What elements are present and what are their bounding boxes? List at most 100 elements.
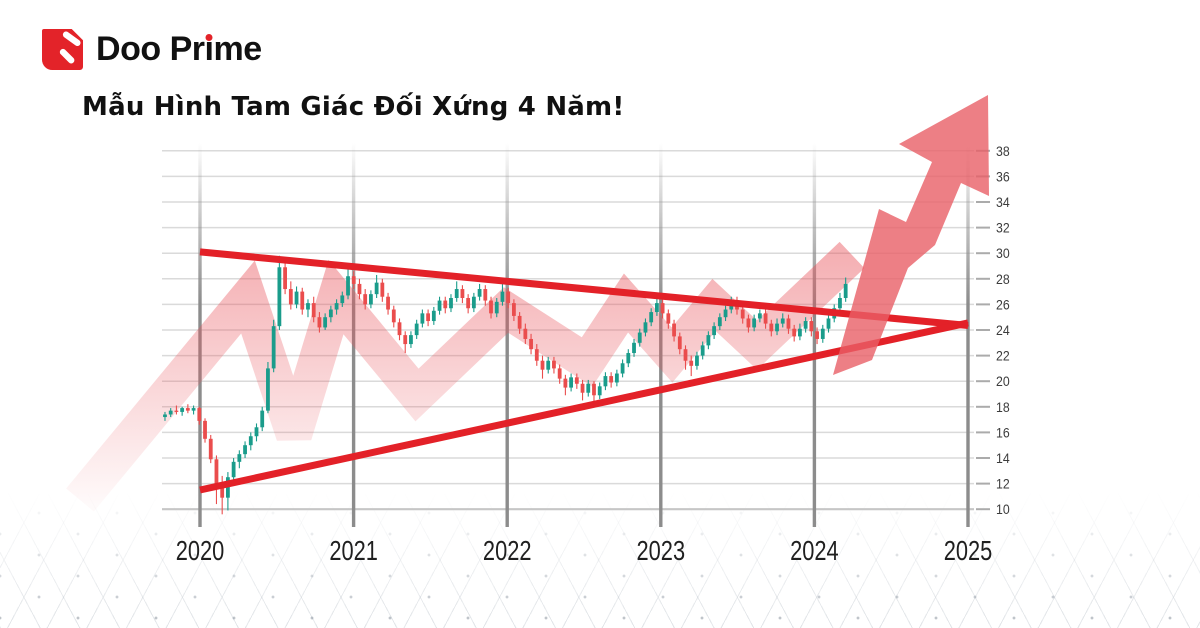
- candle-body: [208, 438, 213, 460]
- candle-body: [391, 309, 396, 323]
- candle-body: [769, 323, 774, 332]
- candle-body: [500, 291, 505, 302]
- candle-body: [300, 291, 305, 310]
- candle-body: [403, 335, 408, 345]
- candle-body: [363, 294, 368, 305]
- candle-body: [626, 353, 631, 364]
- candle-body: [351, 276, 356, 284]
- candle-body: [780, 318, 785, 324]
- candle-body: [380, 282, 385, 297]
- candle-body: [454, 289, 459, 298]
- y-tick-label: 12: [996, 476, 1010, 492]
- candle-body: [294, 291, 299, 305]
- candle-body: [483, 289, 488, 301]
- candle-body: [712, 326, 717, 336]
- candle-body: [614, 373, 619, 383]
- candle-body: [706, 335, 711, 346]
- candle-body: [409, 335, 413, 345]
- candle-body: [786, 318, 791, 329]
- candle-body: [357, 283, 362, 295]
- candlestick-series: [163, 255, 848, 515]
- candle-body: [603, 376, 608, 387]
- candle-body: [660, 303, 665, 314]
- candle-body: [620, 363, 625, 374]
- candle-body: [271, 326, 276, 369]
- candle-body: [494, 301, 499, 314]
- y-tick-label: 14: [996, 450, 1010, 466]
- upper-trendline: [199, 248, 969, 330]
- candle-body: [534, 349, 539, 361]
- candle-body: [757, 313, 762, 319]
- zigzag-wave: [66, 241, 865, 512]
- axis-labels: 38 36 34 32 30 28 26 24 22 20 18 16 14 12 10 2020 2021 20…: [176, 143, 1010, 567]
- year-gridline: [505, 143, 509, 527]
- candle-body: [523, 328, 528, 339]
- candle-body: [180, 408, 185, 412]
- candle-body: [689, 360, 694, 366]
- candle-body: [260, 410, 265, 428]
- candle-body: [546, 360, 551, 370]
- candle-body: [168, 410, 173, 415]
- candle-body: [288, 289, 293, 305]
- candle-body: [203, 420, 207, 439]
- y-tick-label: 28: [996, 271, 1010, 287]
- candle-body: [677, 336, 682, 350]
- candle-body: [792, 328, 797, 337]
- y-tick-label: 16: [996, 425, 1010, 441]
- candle-body: [369, 294, 373, 305]
- candle-body: [563, 378, 568, 388]
- candle-body: [592, 383, 596, 396]
- breakout-arrow: [833, 95, 989, 375]
- candle-body: [426, 313, 431, 322]
- y-tick-label: 22: [996, 348, 1010, 364]
- candle-body: [437, 300, 442, 311]
- candle-body: [740, 309, 745, 319]
- candle-body: [334, 303, 339, 310]
- candle-body: [374, 282, 379, 295]
- y-tick-label: 24: [996, 322, 1010, 338]
- candle-body: [323, 317, 328, 328]
- y-tick-label: 38: [996, 143, 1010, 159]
- candle-body: [460, 289, 465, 298]
- x-tick-label: 2021: [329, 535, 378, 566]
- zigzag-wave-pattern: [66, 241, 865, 512]
- candle-body: [317, 317, 322, 328]
- candle-body: [477, 289, 482, 297]
- candle-body: [683, 349, 688, 361]
- candle-body: [414, 323, 419, 336]
- candle-body: [717, 317, 722, 327]
- candle-body: [580, 383, 585, 393]
- candle-body: [649, 312, 654, 323]
- brand-name: Doo Prı me: [96, 30, 262, 68]
- y-tick-label: 36: [996, 169, 1010, 185]
- candle-body: [306, 303, 310, 310]
- candle-body: [443, 300, 448, 309]
- candle-body: [695, 355, 699, 366]
- candle-body: [449, 298, 453, 309]
- candle-body: [512, 303, 516, 316]
- candle-body: [197, 408, 202, 421]
- candle-body: [843, 283, 848, 298]
- candle-body: [174, 410, 179, 412]
- candle-body: [517, 315, 522, 329]
- candle-body: [700, 345, 705, 356]
- candle-body: [506, 291, 511, 304]
- doo-prime-logo-icon: [42, 29, 83, 70]
- candle-body: [231, 461, 236, 478]
- candle-body: [723, 309, 728, 318]
- candle-body: [540, 360, 545, 370]
- candle-body: [466, 298, 471, 309]
- candle-body: [643, 322, 648, 333]
- candle-body: [283, 267, 288, 290]
- x-tick-label: 2023: [637, 535, 686, 566]
- page-title: Mẫu Hình Tam Giác Đối Xứng 4 Năm!: [82, 92, 625, 122]
- candle-body: [569, 377, 574, 388]
- candle-body: [163, 414, 167, 418]
- candle-body: [752, 318, 757, 328]
- candle-body: [597, 386, 602, 396]
- y-tick-label: 32: [996, 220, 1010, 236]
- candle-body: [529, 338, 533, 350]
- y-tick-label: 34: [996, 194, 1010, 210]
